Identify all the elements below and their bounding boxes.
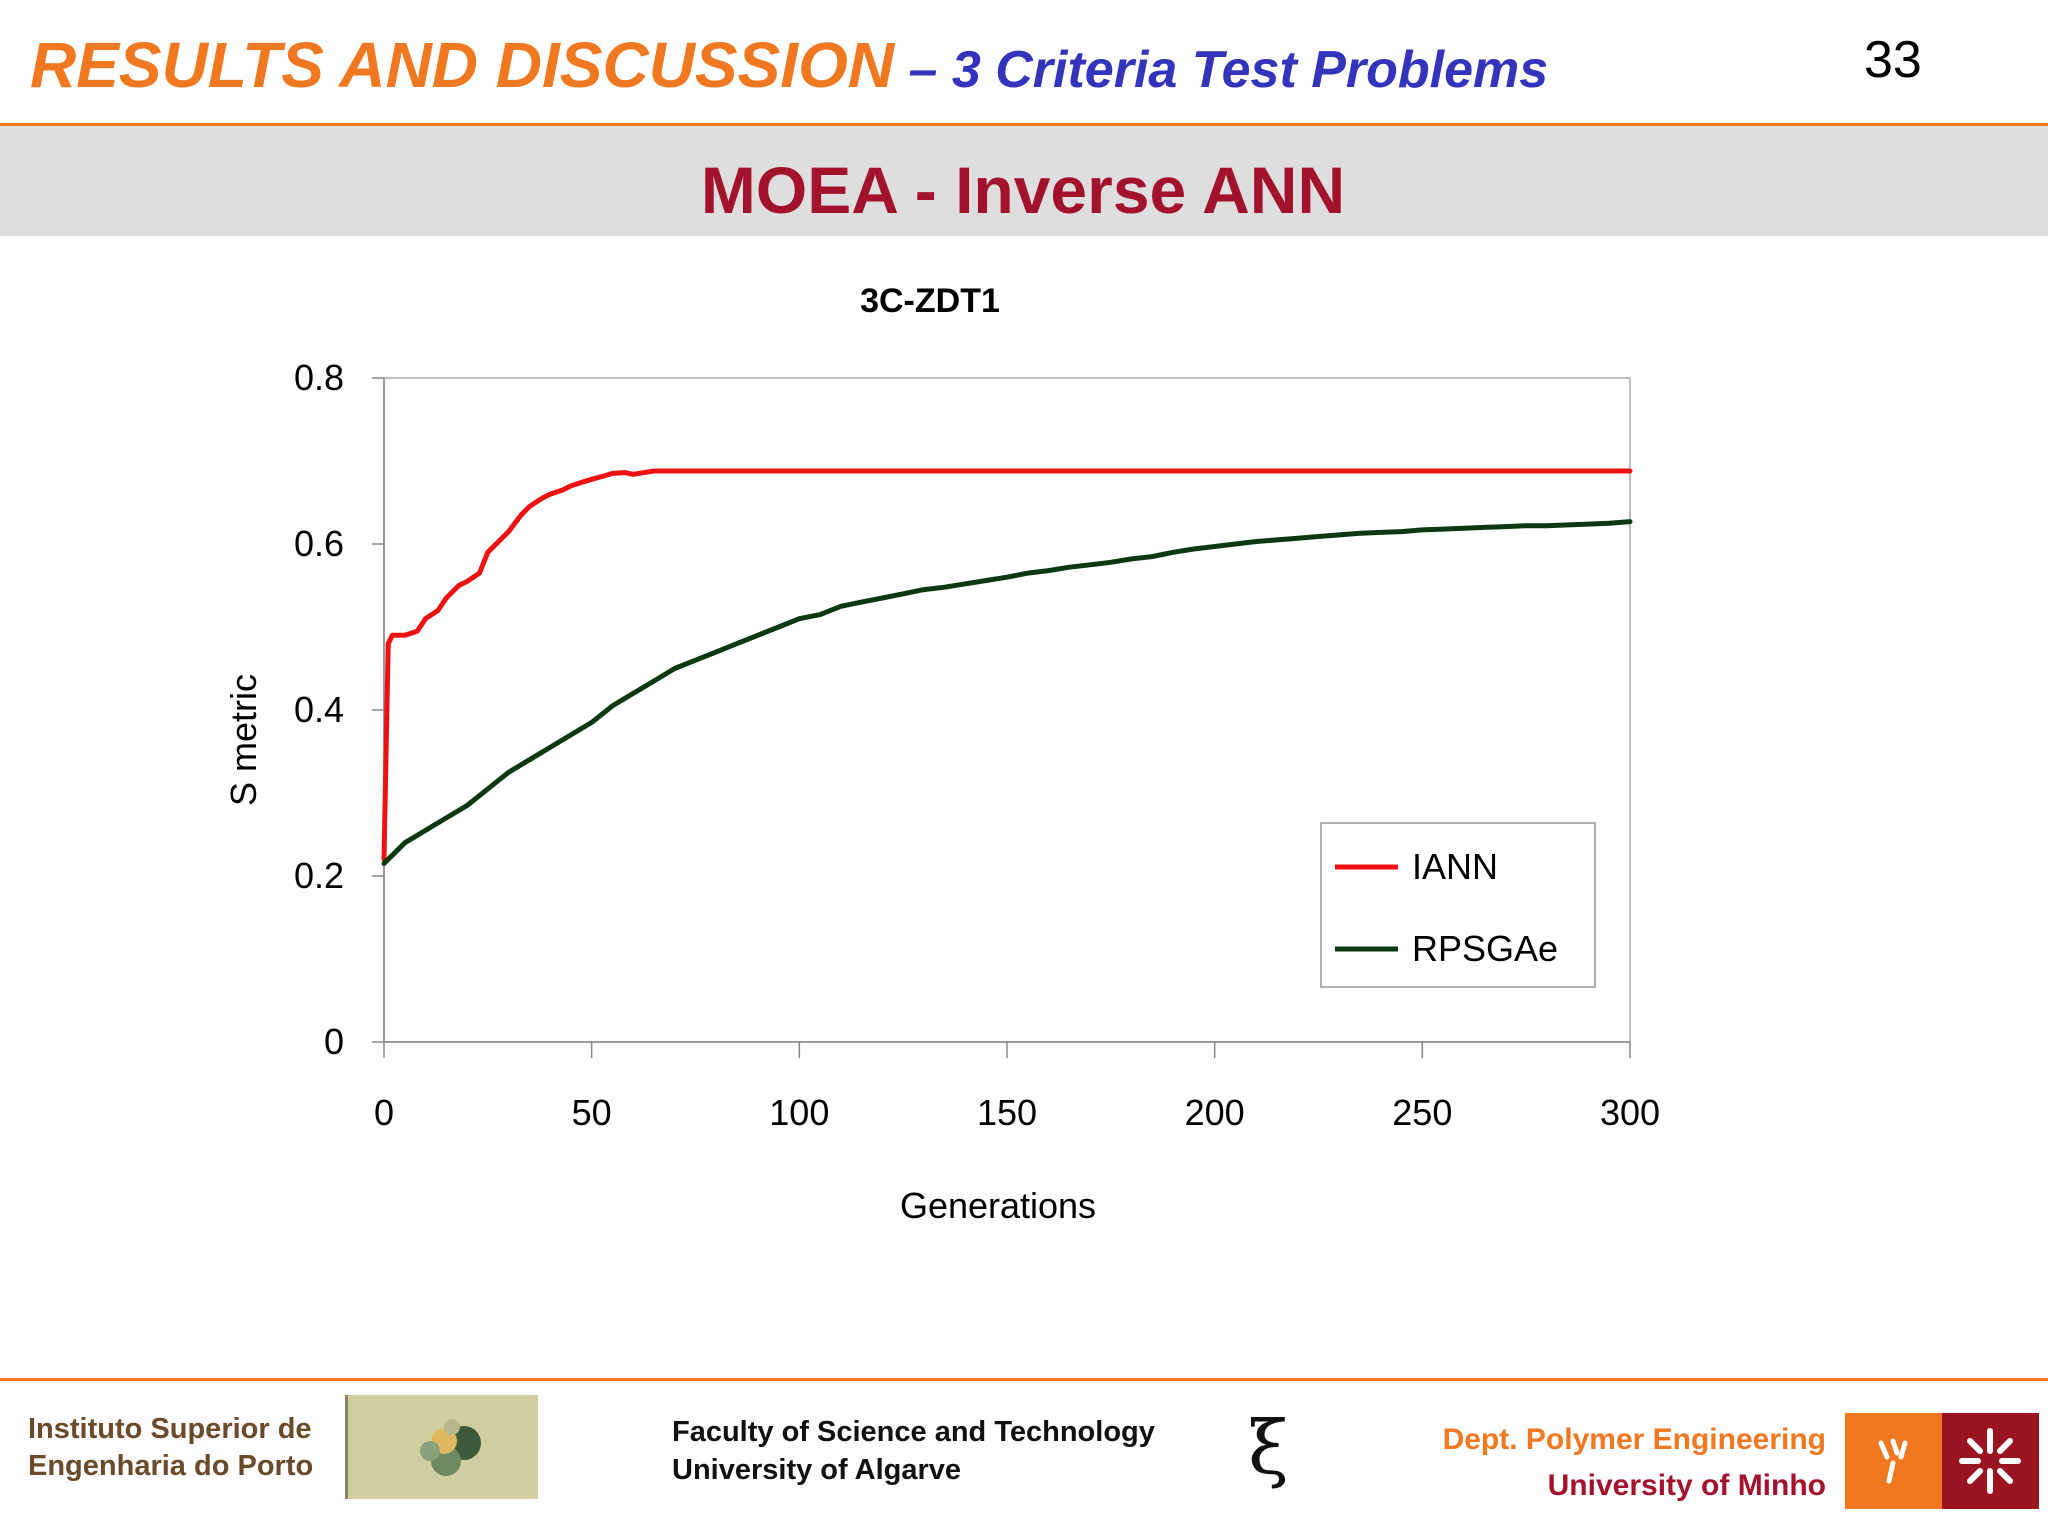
slide-title: RESULTS AND DISCUSSION – 3 Criteria Test…: [30, 28, 1548, 102]
y-tick-label: 0: [324, 1021, 344, 1062]
y-axis-label: S metric: [223, 674, 264, 806]
banner-title: MOEA - Inverse ANN: [700, 153, 1346, 227]
minho-univ: University of Minho: [1547, 1469, 1826, 1502]
x-tick-label: 200: [1185, 1092, 1245, 1133]
x-tick-label: 250: [1392, 1092, 1452, 1133]
y-axis: 0 0.2 0.4 0.6 0.8: [294, 357, 385, 1062]
legend-box: [1320, 822, 1596, 988]
footer-divider: [0, 1378, 2048, 1381]
x-tick-label: 150: [977, 1092, 1037, 1133]
section-banner: MOEA - Inverse ANN: [0, 126, 2048, 236]
slide-title-sub: – 3 Criteria Test Problems: [894, 41, 1549, 99]
x-tick-label: 300: [1600, 1092, 1660, 1133]
y-tick-label: 0.6: [294, 523, 344, 564]
isep-line1: Instituto Superior de: [28, 1413, 312, 1445]
header-divider: [0, 123, 2048, 126]
series-layer: [381, 468, 1633, 866]
y-tick-label: 0.8: [294, 357, 344, 398]
series-line-iann: [381, 468, 1633, 862]
algarve-line2: University of Algarve: [672, 1454, 962, 1486]
legend-label-iann: IANN: [1412, 846, 1498, 887]
y-tick-label: 0.4: [294, 689, 344, 730]
x-tick-label: 0: [374, 1092, 394, 1133]
x-tick-label: 50: [572, 1092, 612, 1133]
x-axis-label: Generations: [900, 1185, 1096, 1226]
series-line-rpsgae: [381, 519, 1633, 866]
slide-header: RESULTS AND DISCUSSION – 3 Criteria Test…: [0, 0, 2048, 125]
xi-logo-icon: ξ: [1248, 1405, 1289, 1491]
algarve-name: Faculty of Science and Technology Univer…: [672, 1413, 1155, 1489]
isep-name: Instituto Superior de Engenharia do Port…: [28, 1411, 313, 1485]
minho-emblem-icon: [1942, 1413, 2039, 1509]
line-chart: 0 0.2 0.4 0.6 0.8 0 50 100 150 200 250 300 3C-ZDT1…: [223, 282, 1660, 1226]
minho-dept: Dept. Polymer Engineering: [1442, 1423, 1826, 1456]
algarve-line1: Faculty of Science and Technology: [672, 1416, 1155, 1448]
page-number: 33: [1864, 31, 1922, 89]
minho-logo-icon: [1845, 1413, 1942, 1509]
minho-name: Dept. Polymer Engineering University of …: [1443, 1417, 1826, 1509]
y-tick-label: 0.2: [294, 855, 344, 896]
slide-title-main: RESULTS AND DISCUSSION: [30, 29, 895, 101]
isep-logo-icon: [420, 1419, 481, 1476]
x-axis: 0 50 100 150 200 250 300: [374, 1041, 1660, 1133]
x-tick-label: 100: [769, 1092, 829, 1133]
legend: IANN RPSGAe: [1320, 822, 1596, 988]
isep-line2: Engenharia do Porto: [28, 1450, 314, 1482]
legend-label-rpsgae: RPSGAe: [1412, 928, 1558, 969]
slide-footer: Instituto Superior de Engenharia do Port…: [0, 1381, 2048, 1536]
isep-logo: [345, 1395, 538, 1499]
chart-title: 3C-ZDT1: [860, 282, 1000, 320]
